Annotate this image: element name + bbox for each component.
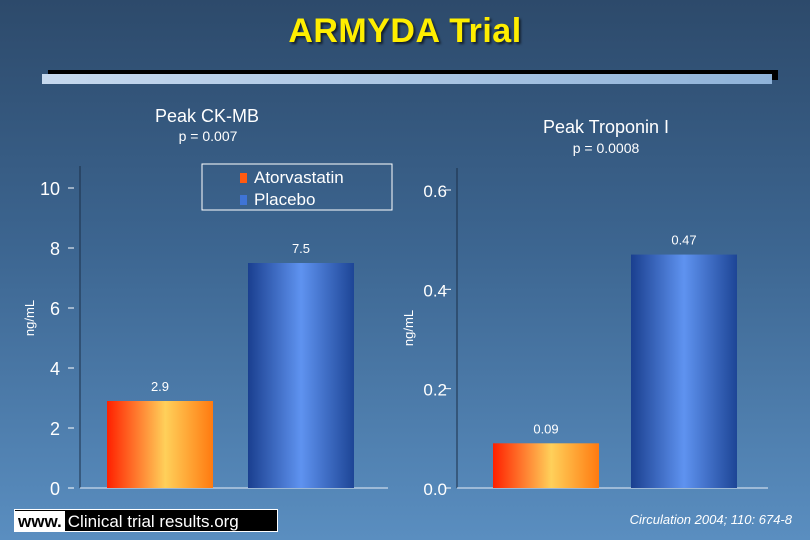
source-badge: www. Clinical trial results.org bbox=[14, 509, 278, 532]
slide-title: ARMYDA Trial bbox=[288, 12, 522, 50]
y-tick-label: 0.2 bbox=[423, 381, 447, 400]
legend-swatch-placebo bbox=[240, 195, 247, 205]
legend-swatch-atorvastatin bbox=[240, 173, 247, 183]
y-axis-label: ng/mL bbox=[401, 310, 416, 346]
chart-pvalue: p = 0.0008 bbox=[573, 140, 640, 156]
bar-atorvastatin bbox=[107, 401, 213, 488]
y-tick-label: 0 bbox=[50, 479, 60, 499]
y-tick-label: 2 bbox=[50, 419, 60, 439]
y-tick-label: 0.6 bbox=[423, 182, 447, 201]
y-tick-label: 6 bbox=[50, 299, 60, 319]
y-tick-label: 0.0 bbox=[423, 480, 447, 499]
title-underline-bar bbox=[42, 74, 772, 84]
chart-pvalue: p = 0.007 bbox=[179, 128, 238, 144]
y-axis-label: ng/mL bbox=[22, 300, 37, 336]
bar-placebo bbox=[248, 263, 354, 488]
y-tick-label: 0.4 bbox=[423, 281, 447, 300]
bar-placebo bbox=[631, 254, 737, 488]
source-www-label: www. bbox=[15, 511, 65, 532]
bar-value-label: 2.9 bbox=[151, 379, 169, 394]
y-tick-label: 4 bbox=[50, 359, 60, 379]
chart-1: Peak CK-MB p = 0.007 0 2 4 6 8 10 ng/mL 2.9 7.5 bbox=[22, 106, 388, 499]
bar-value-label: 0.09 bbox=[533, 421, 558, 436]
bar-value-label: 7.5 bbox=[292, 241, 310, 256]
y-tick-label: 8 bbox=[50, 239, 60, 259]
source-site-label: Clinical trial results.org bbox=[67, 512, 239, 531]
chart-title: Peak Troponin I bbox=[543, 117, 669, 137]
legend-label-atorvastatin: Atorvastatin bbox=[254, 168, 344, 187]
legend: Atorvastatin Placebo bbox=[201, 163, 393, 211]
chart-2: Peak Troponin I p = 0.0008 0.0 0.2 0.4 0.6 ng/… bbox=[401, 117, 768, 499]
bar-atorvastatin bbox=[493, 443, 599, 488]
legend-box bbox=[201, 163, 393, 211]
chart-title: Peak CK-MB bbox=[155, 106, 259, 126]
citation-text: Circulation 2004; 110: 674-8 bbox=[629, 512, 792, 527]
bar-value-label: 0.47 bbox=[671, 233, 696, 248]
legend-label-placebo: Placebo bbox=[254, 190, 315, 209]
y-tick-label: 10 bbox=[40, 179, 60, 199]
